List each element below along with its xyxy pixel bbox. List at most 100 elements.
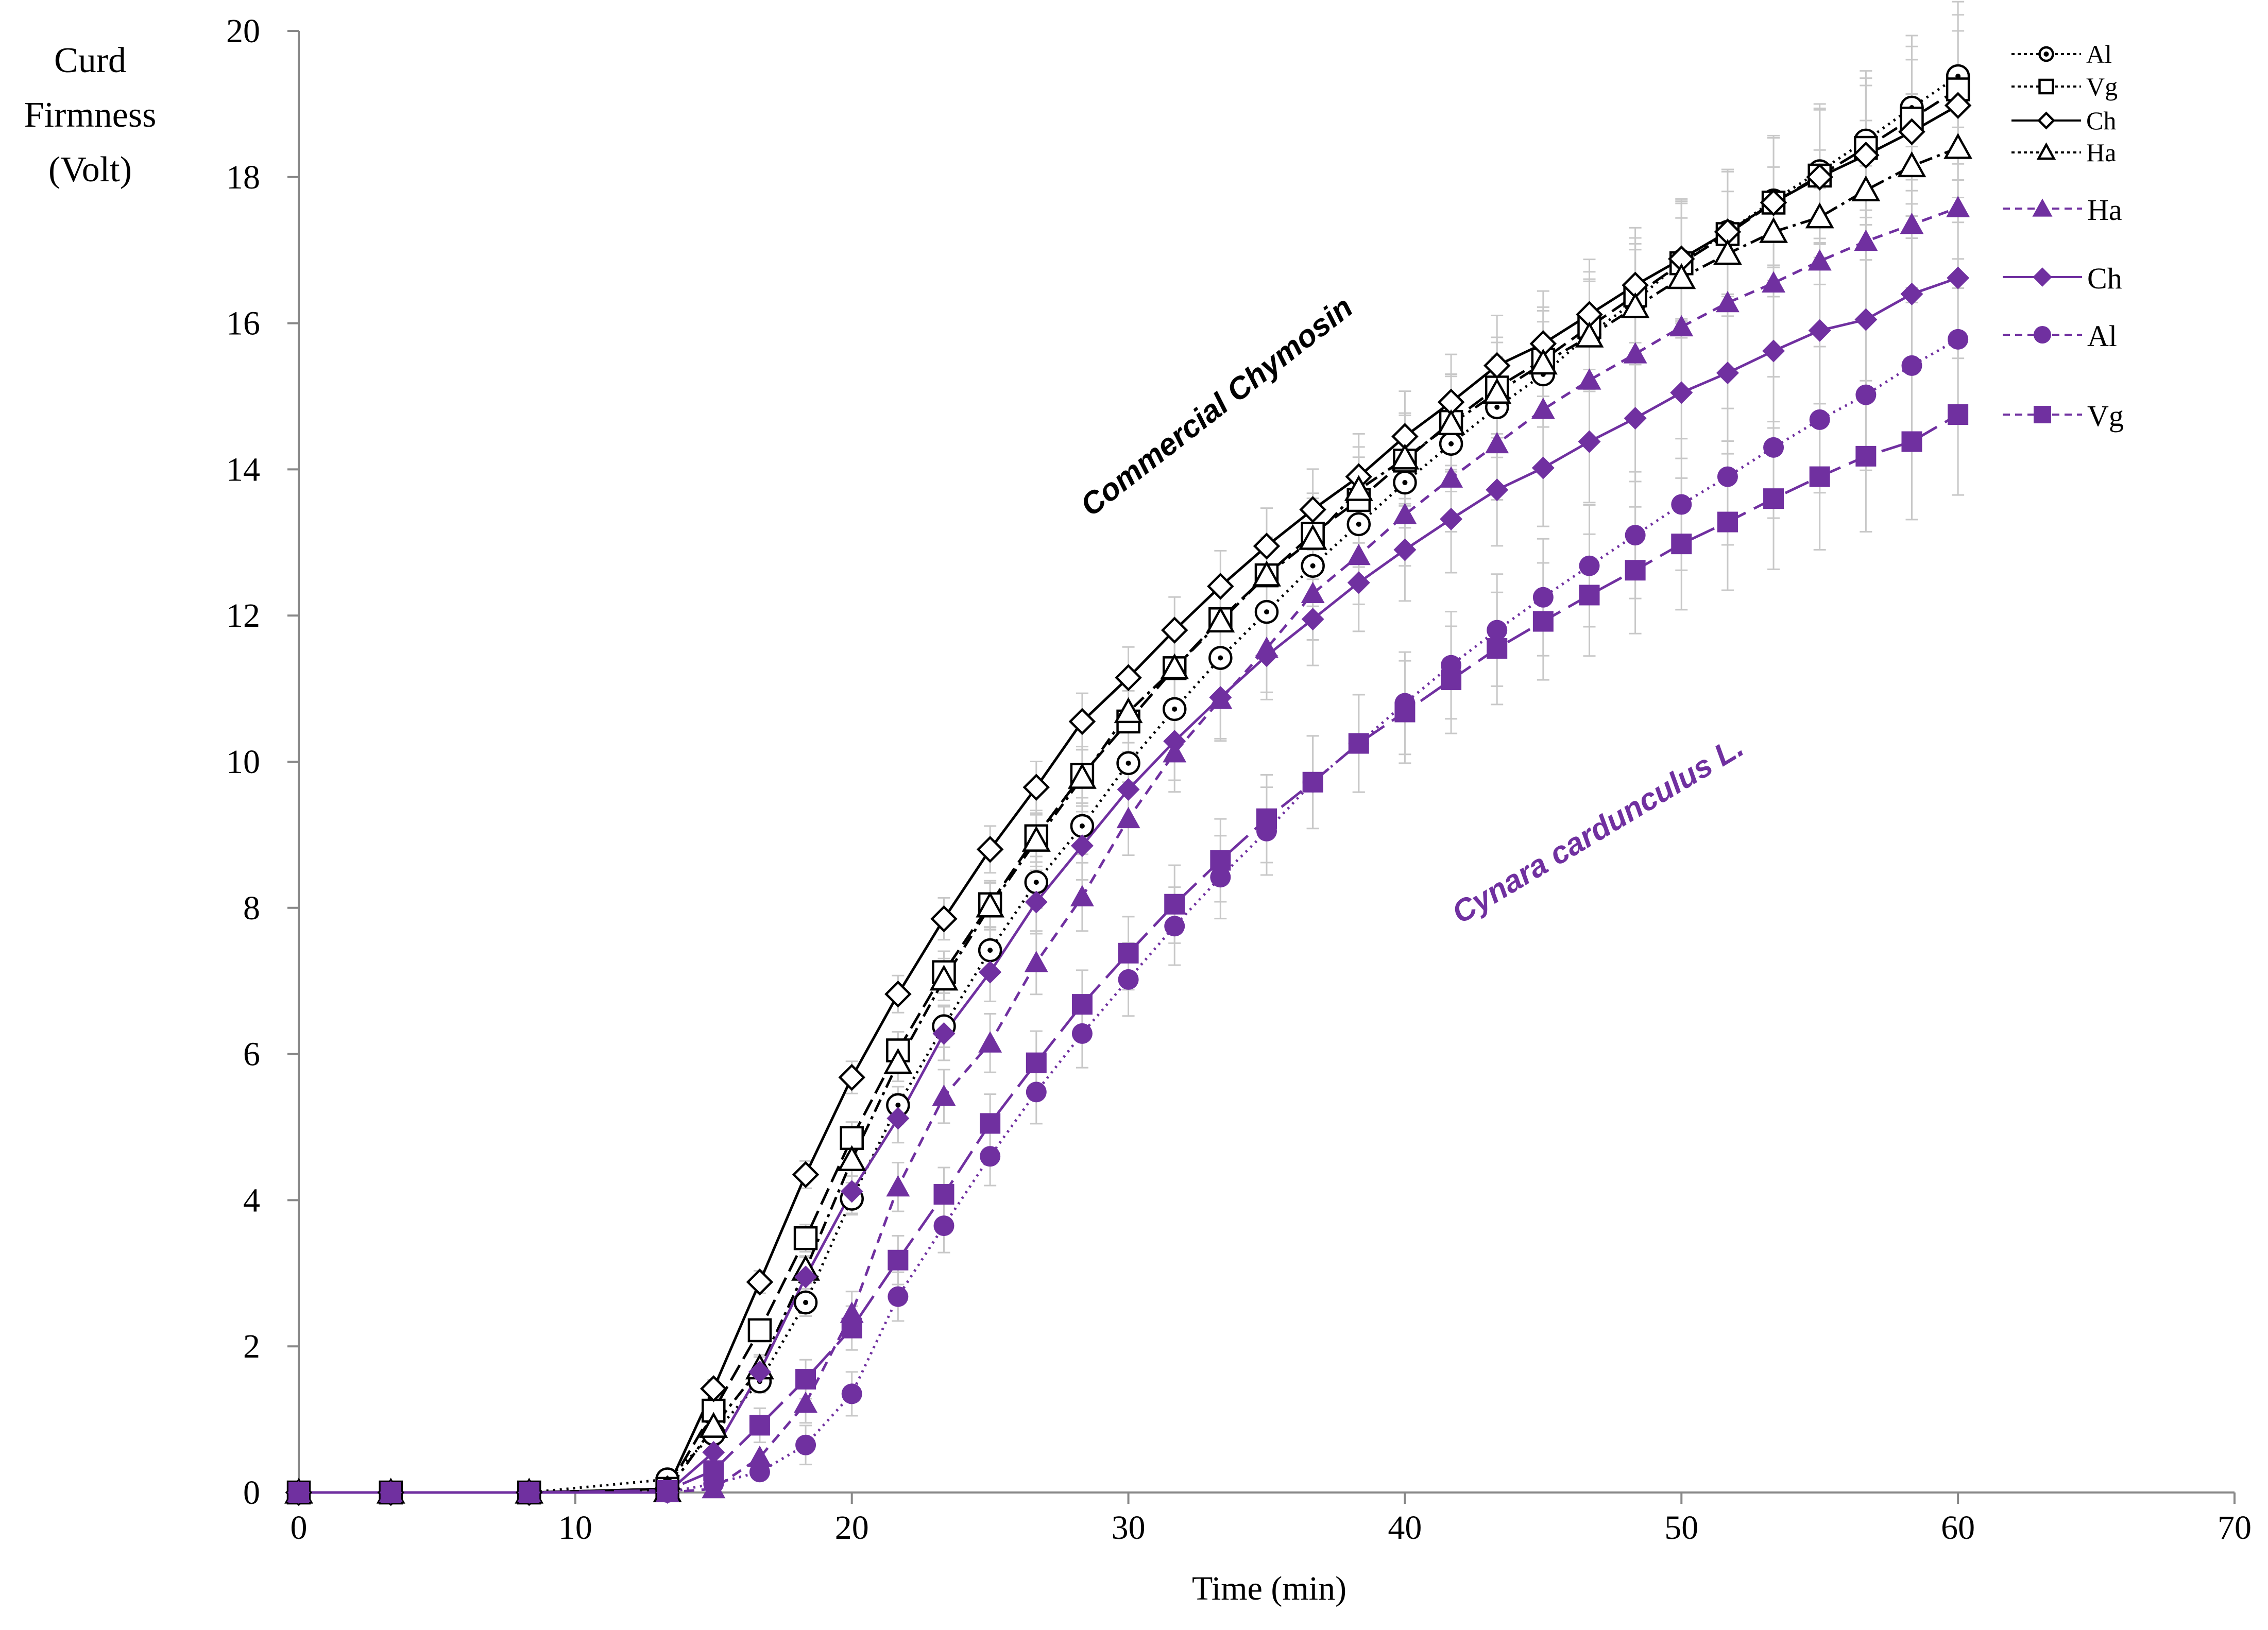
point-cynara-ha: [1715, 290, 1740, 313]
point-cynara-vg: [1348, 733, 1369, 754]
point-chymosin-al-dot: [1310, 563, 1316, 569]
y-ticks: 0 2 4 6 8 10 12 14 16 18 20: [226, 12, 299, 1512]
point-chymosin-ha: [1021, 826, 1051, 852]
point-cynara-ha: [1301, 581, 1325, 604]
point-cynara-vg: [1809, 466, 1830, 487]
point-cynara-vg: [1717, 511, 1738, 533]
point-cynara-vg: [1071, 994, 1093, 1015]
point-chymosin-ch: [1022, 774, 1050, 801]
point-chymosin-ch: [1115, 664, 1142, 692]
point-cynara-ha: [747, 1445, 772, 1467]
point-chymosin-ha: [1943, 133, 1973, 159]
point-chymosin-ha: [1390, 443, 1420, 470]
point-chymosin-ha: [1667, 263, 1696, 289]
point-cynara-ch: [840, 1180, 863, 1203]
point-chymosin-ch: [746, 1268, 774, 1296]
x-tick-label: 30: [1112, 1509, 1146, 1547]
legend-label-cynara-vg: Vg: [2087, 399, 2124, 433]
y-tick-label: 14: [226, 451, 260, 488]
point-cynara-vg: [841, 1317, 862, 1339]
point-cynara-ch: [1531, 456, 1555, 479]
point-cynara-al: [888, 1286, 909, 1307]
point-cynara-vg: [1763, 488, 1784, 509]
point-cynara-vg: [1394, 701, 1416, 723]
point-chymosin-ch: [1483, 352, 1511, 380]
axes: [298, 31, 2235, 1494]
point-chymosin-ha: [1575, 321, 1604, 348]
point-chymosin-ch: [1299, 496, 1326, 523]
point-chymosin-ch: [1253, 533, 1281, 560]
point-cynara-al: [1625, 525, 1646, 546]
legend-marker-chymosin-vg: [2038, 78, 2054, 95]
point-chymosin-ha: [1621, 292, 1650, 318]
x-ticks: 0 10 20 30 40 50 60 70: [291, 1492, 2252, 1547]
point-chymosin-ha: [1851, 175, 1881, 201]
point-chymosin-ha: [976, 891, 1005, 918]
point-cynara-al: [1164, 916, 1185, 937]
point-chymosin-ha: [1759, 217, 1788, 243]
point-cynara-vg: [1948, 404, 1969, 425]
point-chymosin-ha: [929, 965, 959, 991]
point-chymosin-ha: [1805, 202, 1834, 229]
point-cynara-ha: [1623, 342, 1647, 364]
point-cynara-al: [1855, 384, 1877, 405]
point-cynara-al: [1579, 555, 1600, 576]
x-tick-label: 10: [558, 1509, 592, 1547]
x-tick-label: 0: [291, 1509, 308, 1547]
point-cynara-al: [1487, 620, 1508, 641]
point-chymosin-ch: [884, 980, 912, 1008]
point-chymosin-ch: [976, 835, 1004, 863]
point-chymosin-ha: [883, 1048, 913, 1074]
point-cynara-al: [1071, 1023, 1093, 1044]
point-chymosin-vg: [747, 1318, 772, 1343]
point-cynara-al: [933, 1215, 954, 1237]
point-chymosin-ch: [1898, 118, 1925, 146]
point-chymosin-al-dot: [1402, 479, 1408, 485]
point-cynara-ha: [1485, 432, 1509, 454]
point-cynara-ha: [978, 1031, 1002, 1053]
point-chymosin-ha: [1713, 239, 1742, 265]
y-tick-label: 4: [243, 1181, 260, 1219]
point-cynara-vg: [1625, 560, 1646, 581]
point-chymosin-al-dot: [1079, 823, 1085, 829]
y-tick-label: 10: [226, 743, 260, 781]
point-chymosin-ha: [699, 1412, 728, 1438]
point-cynara-ch: [1209, 686, 1232, 709]
point-chymosin-ha: [1067, 763, 1097, 789]
legend-label-cynara-al: Al: [2087, 319, 2117, 353]
point-cynara-vg: [980, 1113, 1001, 1134]
point-cynara-ha: [1439, 466, 1463, 488]
point-cynara-ha: [1900, 213, 1924, 234]
point-cynara-ch: [1762, 339, 1785, 363]
point-cynara-ch: [702, 1440, 725, 1464]
y-tick-label: 12: [226, 597, 260, 634]
legend-marker-chymosin-ch: [2037, 111, 2055, 130]
point-cynara-ha: [840, 1301, 864, 1323]
point-cynara-vg: [1118, 942, 1139, 964]
point-cynara-vg: [1532, 611, 1554, 632]
point-chymosin-al-dot: [1218, 655, 1223, 661]
legend-marker-chymosin-ha: [2036, 142, 2056, 160]
y-tick-label: 16: [226, 305, 260, 342]
point-chymosin-ch: [792, 1161, 820, 1189]
point-cynara-vg: [1256, 808, 1277, 829]
point-cynara-vg: [1302, 771, 1323, 793]
point-cynara-vg: [288, 1482, 309, 1503]
point-cynara-ha: [886, 1175, 910, 1197]
point-cynara-ch: [1578, 430, 1601, 453]
point-cynara-vg: [657, 1480, 678, 1501]
y-tick-label: 20: [226, 12, 260, 50]
x-tick-label: 60: [1941, 1509, 1975, 1547]
point-cynara-al: [1809, 409, 1830, 430]
point-cynara-ha: [1531, 398, 1555, 419]
point-cynara-ch: [1117, 778, 1140, 801]
series-points: [284, 64, 1973, 1506]
x-tick-label: 20: [835, 1509, 869, 1547]
point-chymosin-ha: [1114, 697, 1143, 724]
point-chymosin-ha: [1437, 409, 1466, 435]
point-chymosin-ha: [1897, 151, 1926, 178]
annotation-cynara: Cynara cardunculus L.: [1446, 729, 1749, 931]
point-chymosin-al-dot: [895, 1102, 901, 1108]
point-cynara-al: [1948, 329, 1969, 350]
